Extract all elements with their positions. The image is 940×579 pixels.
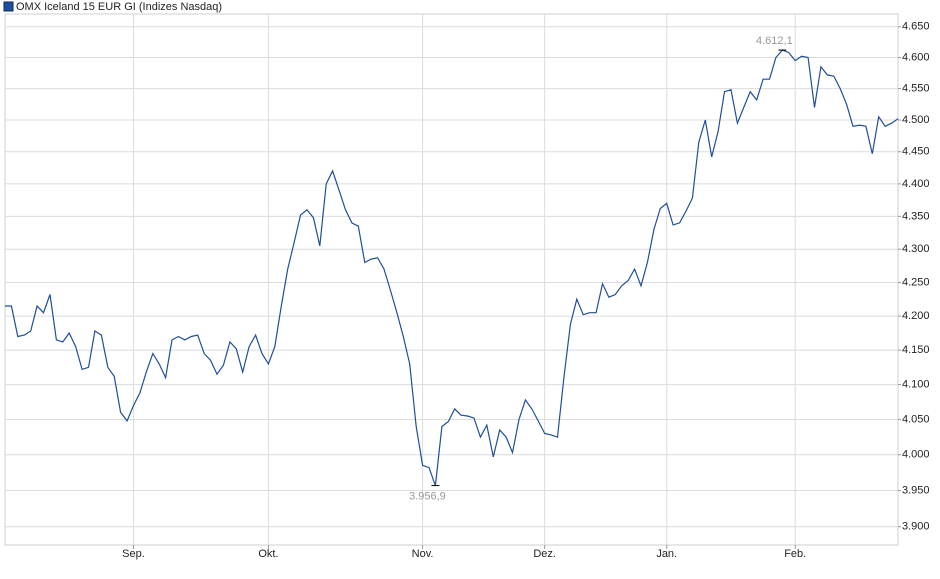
y-tick-label: 4.000 xyxy=(902,449,930,461)
y-tick-label: 4.200 xyxy=(902,310,930,322)
series-line xyxy=(5,49,899,486)
y-tick-label: 4.650 xyxy=(902,21,930,33)
legend-label: OMX Iceland 15 EUR GI (Indizes Nasdaq) xyxy=(16,1,222,13)
x-tick-label: Dez. xyxy=(533,548,556,560)
x-tick-label: Sep. xyxy=(122,548,145,560)
x-tick-label: Nov. xyxy=(412,548,434,560)
annotation-label: 3.956,9 xyxy=(409,490,446,502)
y-tick-label: 4.600 xyxy=(902,51,930,63)
x-tick-label: Okt. xyxy=(258,548,278,560)
y-tick-label: 4.050 xyxy=(902,413,930,425)
y-tick-label: 4.100 xyxy=(902,378,930,390)
annotation-label: 4.612,1 xyxy=(756,35,793,47)
x-tick-label: Jan. xyxy=(656,548,677,560)
y-tick-label: 3.950 xyxy=(902,484,930,496)
y-tick-label: 4.500 xyxy=(902,114,930,126)
y-tick-label: 4.300 xyxy=(902,243,930,255)
y-tick-label: 4.550 xyxy=(902,83,930,95)
legend-swatch xyxy=(3,1,14,12)
plot-area xyxy=(4,13,899,546)
y-tick-label: 4.350 xyxy=(902,210,930,222)
y-tick-label: 4.150 xyxy=(902,344,930,356)
y-tick-label: 4.450 xyxy=(902,146,930,158)
y-tick-label: 4.400 xyxy=(902,178,930,190)
y-tick-label: 4.250 xyxy=(902,276,930,288)
x-tick-label: Feb. xyxy=(784,548,806,560)
y-tick-label: 3.900 xyxy=(902,521,930,533)
